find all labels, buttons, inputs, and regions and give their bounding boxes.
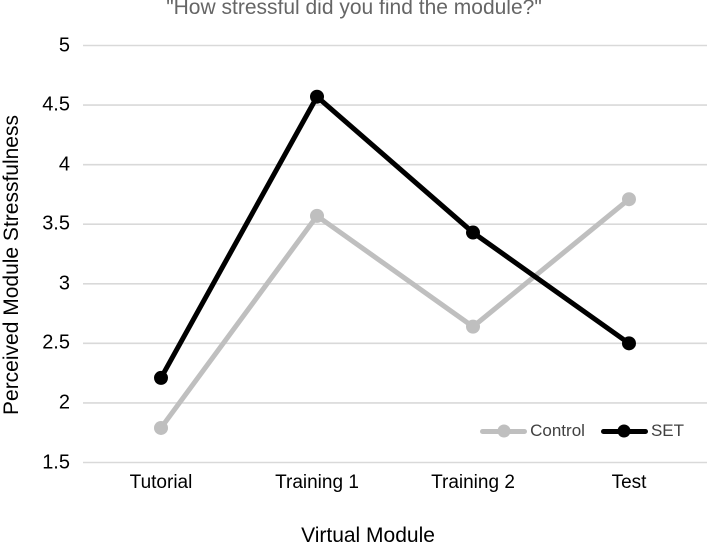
data-point-control (310, 208, 324, 223)
data-point-control (154, 420, 168, 435)
series-line-set (158, 94, 632, 381)
legend-label: SET (650, 421, 684, 440)
y-tick-label: 2.5 (42, 331, 70, 354)
data-point-set (622, 336, 636, 351)
data-point-set (466, 225, 480, 240)
data-point-control (622, 192, 636, 207)
x-category-label: Tutorial (129, 472, 193, 493)
x-axis-title: Virtual Module (301, 524, 435, 547)
legend-marker-dot (497, 424, 511, 438)
x-category-label: Training 1 (275, 472, 359, 493)
y-tick-label: 4 (58, 153, 70, 176)
legend-label: Control (530, 421, 585, 440)
series-line-control (158, 196, 632, 431)
y-tick-label: 5 (58, 34, 70, 56)
y-tick-label: 3 (58, 272, 70, 295)
legend-marker-control (480, 424, 528, 438)
data-point-set (154, 370, 168, 385)
y-tick-label: 2 (58, 391, 70, 414)
legend-item-set: SET (600, 421, 684, 441)
x-category-label: Training 2 (431, 472, 515, 493)
data-point-control (466, 319, 480, 334)
y-tick-label: 4.5 (42, 93, 70, 116)
data-point-set (310, 89, 324, 104)
legend-marker-dot (617, 424, 631, 438)
x-category-label: Test (611, 472, 647, 493)
y-tick-label: 1.5 (42, 451, 70, 473)
chart-title: "How stressful did you find the module?" (166, 0, 542, 19)
y-tick-label: 3.5 (42, 212, 70, 235)
legend-marker-set (600, 424, 648, 438)
legend: Control SET (480, 421, 684, 441)
legend-item-control: Control (480, 421, 585, 441)
